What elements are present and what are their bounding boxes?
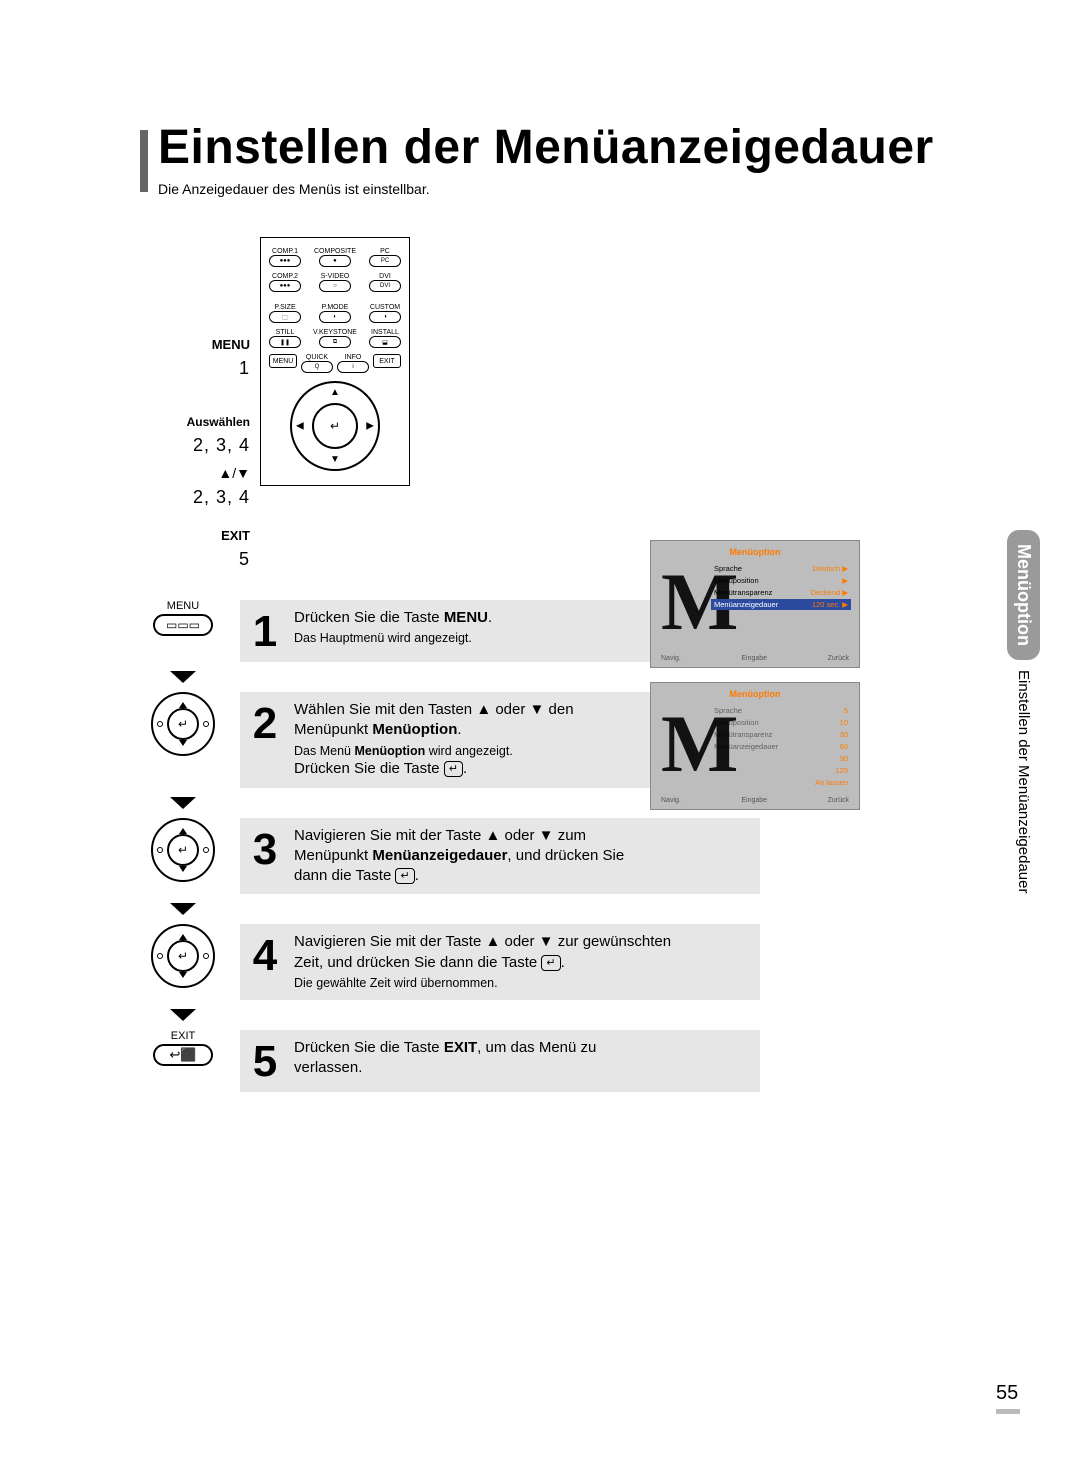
osd-footer: Navig. — [661, 655, 681, 662]
side-tab: Menüoption Einstellen der Menüanzeigedau… — [1007, 530, 1040, 893]
step-text: Drücken Sie die Taste — [294, 1039, 444, 1056]
btn-label: INSTALL — [371, 329, 399, 336]
step-subtext: Das Menü — [294, 744, 354, 758]
btn-label: S-VIDEO — [321, 273, 350, 280]
dpad-icon: ↵ — [151, 692, 215, 756]
step-subtext-bold: Menüoption — [354, 744, 425, 758]
remote-exit-btn: EXIT — [373, 354, 401, 368]
btn-label: COMPOSITE — [314, 248, 356, 255]
remote-dpad: ▲ ▼ ◀ ▶ ↵ — [290, 381, 380, 471]
down-arrow-icon — [140, 796, 226, 814]
osd-row: Menütransparenz30 — [711, 729, 851, 740]
enter-icon: ↵ — [444, 761, 463, 777]
label-arrows-num: 2, 3, 4 — [140, 487, 250, 508]
label-select: Auswählen — [140, 415, 250, 429]
page-subtitle: Die Anzeigedauer des Menüs ist einstellb… — [158, 181, 934, 197]
step-text-bold: Menüoption — [372, 721, 457, 738]
enter-icon: ↵ — [395, 868, 414, 884]
dpad-icon: ↵ — [151, 818, 215, 882]
osd-row: SpracheDeutsch▶ — [711, 563, 851, 574]
step-text: verlassen. — [294, 1058, 748, 1078]
osd-row: Menüanzeigedauer120 sec.▶ — [711, 599, 851, 610]
osd-row: Menüposition▶ — [711, 575, 851, 586]
step-number: 2 — [248, 700, 282, 780]
btn-label: P.SIZE — [274, 304, 295, 311]
btn-label: INFO — [345, 354, 362, 361]
btn-label: COMP.1 — [272, 248, 298, 255]
step-text: dann die Taste — [294, 867, 395, 884]
step-text: Navigieren Sie mit der Taste ▲ oder ▼ zu… — [294, 826, 748, 846]
step-text: Menüpunkt — [294, 721, 372, 738]
step-3: 3 Navigieren Sie mit der Taste ▲ oder ▼ … — [240, 818, 760, 895]
title-accent-bar — [140, 130, 148, 192]
btn-label: CUSTOM — [370, 304, 400, 311]
osd-preview-2: Menüoption M Sprache5Menüposition10Menüt… — [650, 682, 860, 810]
osd-preview-1: Menüoption M SpracheDeutsch▶Menüposition… — [650, 540, 860, 668]
osd-row: An lassen — [711, 777, 851, 788]
osd-row: 120 — [711, 765, 851, 776]
step-4: 4 Navigieren Sie mit der Taste ▲ oder ▼ … — [240, 924, 760, 999]
step-text: Menüpunkt — [294, 847, 372, 864]
btn-label: QUICK — [306, 354, 328, 361]
step-number: 1 — [248, 608, 282, 654]
step-text: . — [457, 721, 461, 738]
page-number-text: 55 — [996, 1382, 1018, 1404]
osd-row: Sprache5 — [711, 705, 851, 716]
step-text: Navigieren Sie mit der Taste ▲ oder ▼ zu… — [294, 932, 748, 952]
btn-label: STILL — [276, 329, 295, 336]
remote-menu-btn: MENU — [269, 354, 297, 368]
btn-label: V.KEYSTONE — [313, 329, 357, 336]
exit-button-icon: EXIT ↩⬛ — [150, 1030, 216, 1066]
step-text: . — [488, 609, 492, 626]
osd-footer: Eingabe — [741, 797, 767, 804]
step-text: Drücken Sie die Taste — [294, 609, 444, 626]
osd-footer: Zurück — [828, 797, 849, 804]
dpad-icon: ↵ — [151, 924, 215, 988]
step-text-bold: Menüanzeigedauer — [372, 847, 507, 864]
btn-label: PC — [380, 248, 390, 255]
btn-label: COMP.2 — [272, 273, 298, 280]
step-text: , um das Menü zu — [477, 1039, 596, 1056]
step-text-bold: EXIT — [444, 1039, 477, 1056]
label-exit-num: 5 — [140, 549, 250, 570]
icon-label: EXIT — [150, 1030, 216, 1042]
label-menu-num: 1 — [140, 358, 250, 379]
btn-label: P.MODE — [322, 304, 349, 311]
side-tab-sub: Einstellen der Menüanzeigedauer — [1015, 670, 1032, 893]
step-subtext: Die gewählte Zeit wird übernommen. — [294, 975, 748, 992]
step-subtext: wird angezeigt. — [425, 744, 513, 758]
step-text-bold: MENU — [444, 609, 488, 626]
step-number: 3 — [248, 826, 282, 887]
osd-row: 90 — [711, 753, 851, 764]
icon-label: MENU — [150, 600, 216, 612]
btn-label: DVI — [379, 273, 391, 280]
menu-button-icon: MENU ▭▭▭ — [150, 600, 216, 636]
step-text: Drücken Sie die Taste — [294, 760, 444, 777]
step-text: , und drücken Sie — [507, 847, 624, 864]
osd-footer: Navig. — [661, 797, 681, 804]
osd-row: MenütransparenzDeckend▶ — [711, 587, 851, 598]
osd-footer: Eingabe — [741, 655, 767, 662]
remote-diagram: COMP.1●●● COMPOSITE● PCPC COMP.2●●● S-VI… — [260, 237, 410, 486]
step-number: 5 — [248, 1038, 282, 1084]
label-exit: EXIT — [140, 528, 250, 543]
down-arrow-icon — [140, 1008, 226, 1026]
enter-icon: ↵ — [541, 955, 560, 971]
label-arrows: ▲/▼ — [140, 465, 250, 481]
side-tab-main: Menüoption — [1007, 530, 1040, 660]
label-select-num: 2, 3, 4 — [140, 435, 250, 456]
osd-row: Menüanzeigedauer60 — [711, 741, 851, 752]
remote-side-labels: MENU 1 Auswählen 2, 3, 4 ▲/▼ 2, 3, 4 EXI… — [140, 237, 250, 570]
down-arrow-icon — [140, 670, 226, 688]
step-text: Zeit, und drücken Sie dann die Taste — [294, 954, 541, 971]
osd-footer: Zurück — [828, 655, 849, 662]
step-number: 4 — [248, 932, 282, 991]
osd-row: Menüposition10 — [711, 717, 851, 728]
page-title: Einstellen der Menüanzeigedauer — [158, 120, 934, 175]
label-menu: MENU — [140, 337, 250, 352]
page-number: 55 — [996, 1382, 1020, 1414]
step-5: 5 Drücken Sie die Taste EXIT, um das Men… — [240, 1030, 760, 1092]
down-arrow-icon — [140, 902, 226, 920]
